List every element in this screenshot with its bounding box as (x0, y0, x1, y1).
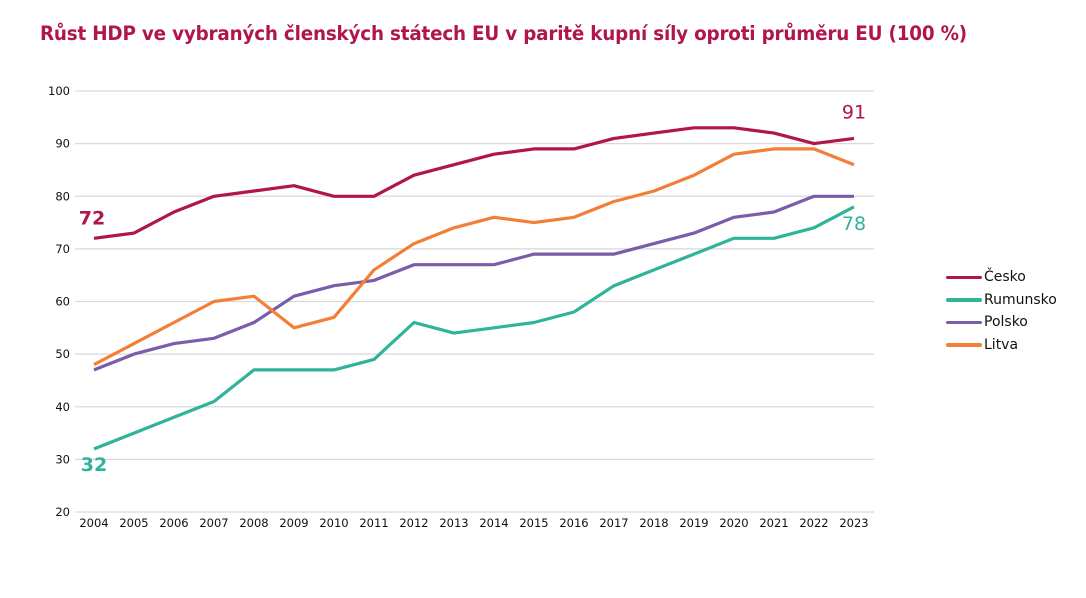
x-axis-ticks: 2004 2005 2006 2007 2008 2009 2010 2011 2012 2013… (79, 516, 868, 530)
annotations: 72 32 91 78 (79, 101, 866, 475)
gridlines (75, 90, 874, 513)
x-tick-label: 2011 (359, 516, 388, 530)
x-tick-label: 2007 (199, 516, 228, 530)
x-tick-label: 2023 (839, 516, 868, 530)
x-tick-label: 2006 (159, 516, 188, 530)
legend-swatch (946, 275, 982, 279)
series-line-litva (93, 147, 855, 367)
data-label: 32 (81, 454, 107, 476)
x-tick-label: 2016 (559, 516, 588, 530)
data-label: 72 (79, 207, 105, 229)
x-tick-label: 2017 (599, 516, 628, 530)
series-line-česko (93, 126, 855, 240)
legend-swatch (946, 298, 982, 302)
x-tick-label: 2022 (799, 516, 828, 530)
series-lines (93, 126, 855, 451)
x-tick-label: 2009 (279, 516, 308, 530)
x-tick-label: 2020 (719, 516, 748, 530)
x-tick-label: 2015 (519, 516, 548, 530)
legend-item: Litva (946, 334, 1057, 357)
x-tick-label: 2013 (439, 516, 468, 530)
x-tick-label: 2019 (679, 516, 708, 530)
y-tick-label: 60 (55, 295, 70, 309)
series-line-polsko (93, 194, 854, 372)
data-label: 91 (842, 101, 866, 123)
legend-label: Česko (984, 269, 1026, 286)
y-tick-label: 90 (55, 137, 70, 151)
legend-item: Česko (946, 266, 1057, 289)
y-tick-label: 70 (55, 242, 70, 256)
x-tick-label: 2014 (479, 516, 508, 530)
legend-label: Polsko (984, 314, 1028, 331)
legend-item: Polsko (946, 311, 1057, 334)
x-tick-label: 2010 (319, 516, 348, 530)
legend-swatch (946, 343, 982, 347)
x-tick-label: 2005 (119, 516, 148, 530)
data-label: 78 (842, 213, 866, 235)
chart-title: Růst HDP ve vybraných členských státech … (40, 22, 967, 45)
y-axis-ticks: 20 30 40 50 60 70 80 90 100 (48, 84, 70, 519)
x-tick-label: 2021 (759, 516, 788, 530)
y-tick-label: 80 (55, 189, 70, 203)
legend-item: Rumunsko (946, 289, 1057, 312)
x-tick-label: 2004 (79, 516, 108, 530)
x-tick-label: 2012 (399, 516, 428, 530)
y-tick-label: 30 (55, 452, 70, 466)
x-tick-label: 2018 (639, 516, 668, 530)
y-tick-label: 40 (55, 400, 70, 414)
y-tick-label: 100 (48, 84, 70, 98)
series-line-rumunsko (93, 205, 855, 451)
legend: Česko Rumunsko Polsko Litva (946, 266, 1057, 356)
y-tick-label: 20 (55, 505, 70, 519)
x-tick-label: 2008 (239, 516, 268, 530)
y-tick-label: 50 (55, 347, 70, 361)
legend-label: Litva (984, 336, 1019, 353)
legend-swatch (946, 320, 982, 324)
legend-label: Rumunsko (984, 291, 1057, 308)
